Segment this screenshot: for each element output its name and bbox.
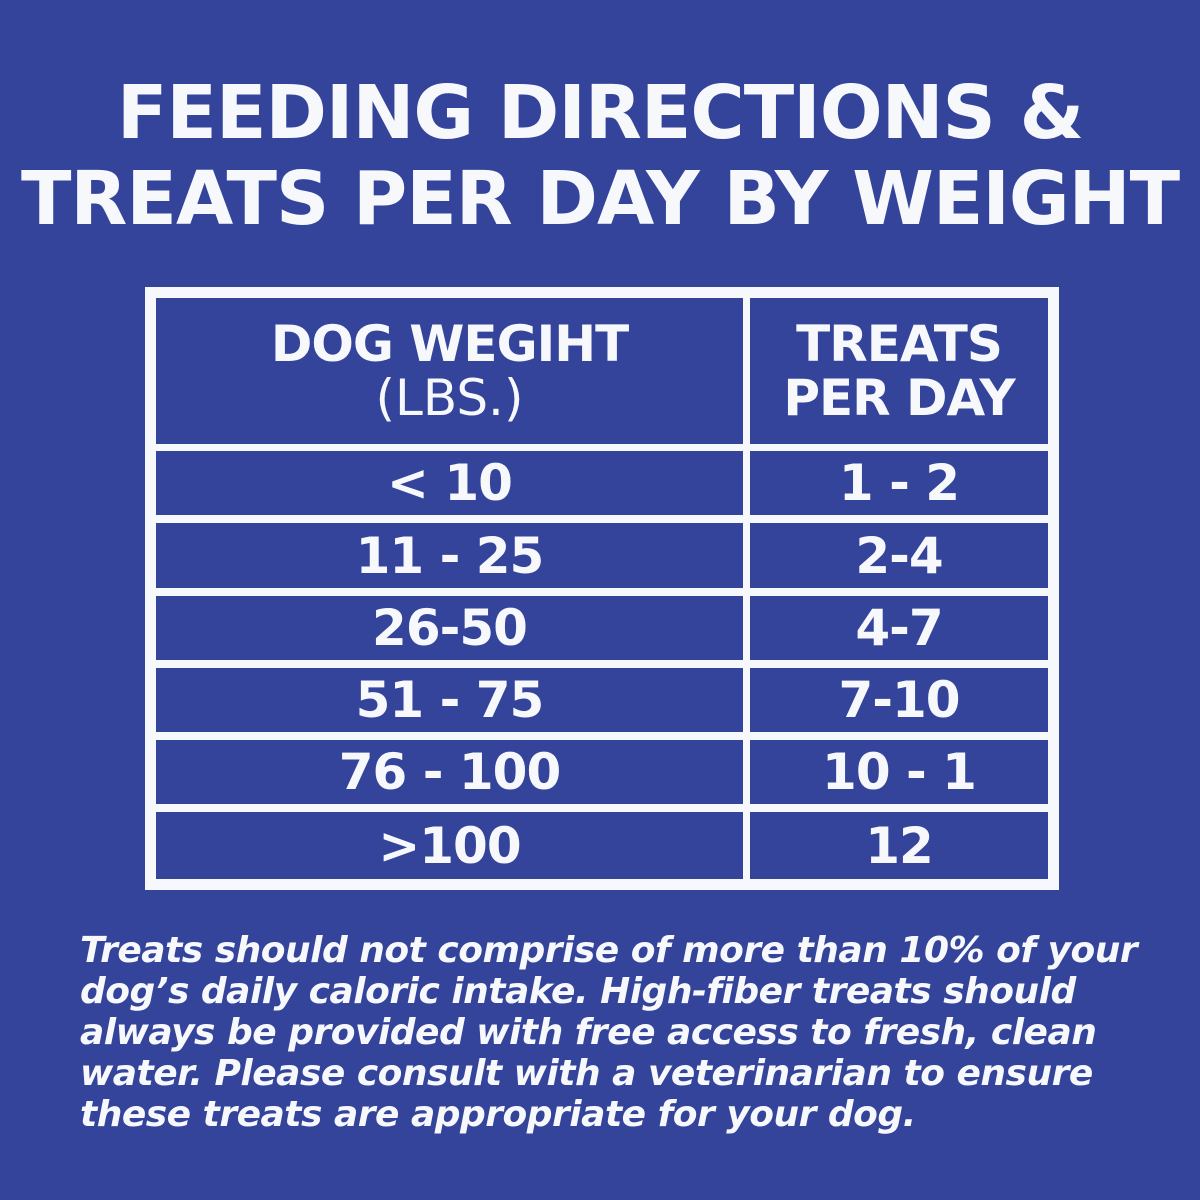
title-line-2: TREATS PER DAY BY WEIGHT — [20, 156, 1180, 242]
treats-value: 4-7 — [855, 599, 943, 657]
header-treats-line-2: PER DAY — [783, 369, 1015, 427]
table-row-treats: 1 - 2 — [750, 451, 1048, 515]
weight-value: 51 - 75 — [355, 671, 545, 729]
header-dog-weight-unit: (LBS.) — [375, 369, 524, 427]
page-title: FEEDING DIRECTIONS & TREATS PER DAY BY W… — [0, 70, 1200, 242]
treats-value: 12 — [865, 816, 934, 875]
header-dog-weight-label: DOG WEGIHT — [270, 315, 629, 373]
table-row-weight: 26-50 — [156, 596, 743, 660]
treats-value: 10 - 1 — [822, 743, 977, 801]
weight-value: < 10 — [387, 454, 513, 512]
table-row-weight: >100 — [156, 812, 743, 879]
table-row-treats: 12 — [750, 812, 1048, 879]
table-row-treats: 2-4 — [750, 523, 1048, 588]
disclaimer-note: Treats should not comprise of more than … — [80, 930, 1138, 1135]
table-row-treats: 4-7 — [750, 596, 1048, 660]
treats-table: DOG WEGIHT (LBS.) TREATS PER DAY < 10 1 … — [145, 287, 1059, 890]
header-treats-per-day: TREATS PER DAY — [750, 298, 1048, 444]
weight-value: 76 - 100 — [338, 743, 562, 801]
weight-value: 26-50 — [372, 599, 528, 657]
table-row-weight: 76 - 100 — [156, 740, 743, 804]
header-dog-weight: DOG WEGIHT (LBS.) — [156, 298, 743, 444]
treats-value: 2-4 — [855, 526, 943, 585]
weight-value: 11 - 25 — [355, 526, 545, 585]
treats-value: 1 - 2 — [838, 454, 960, 512]
table-row-treats: 10 - 1 — [750, 740, 1048, 804]
table-row-weight: 11 - 25 — [156, 523, 743, 588]
table-row-treats: 7-10 — [750, 668, 1048, 732]
title-line-1: FEEDING DIRECTIONS & — [116, 70, 1084, 156]
header-treats-line-1: TREATS — [796, 315, 1003, 373]
table-row-weight: 51 - 75 — [156, 668, 743, 732]
weight-value: >100 — [378, 816, 521, 875]
treats-value: 7-10 — [838, 671, 960, 729]
table-row-weight: < 10 — [156, 451, 743, 515]
